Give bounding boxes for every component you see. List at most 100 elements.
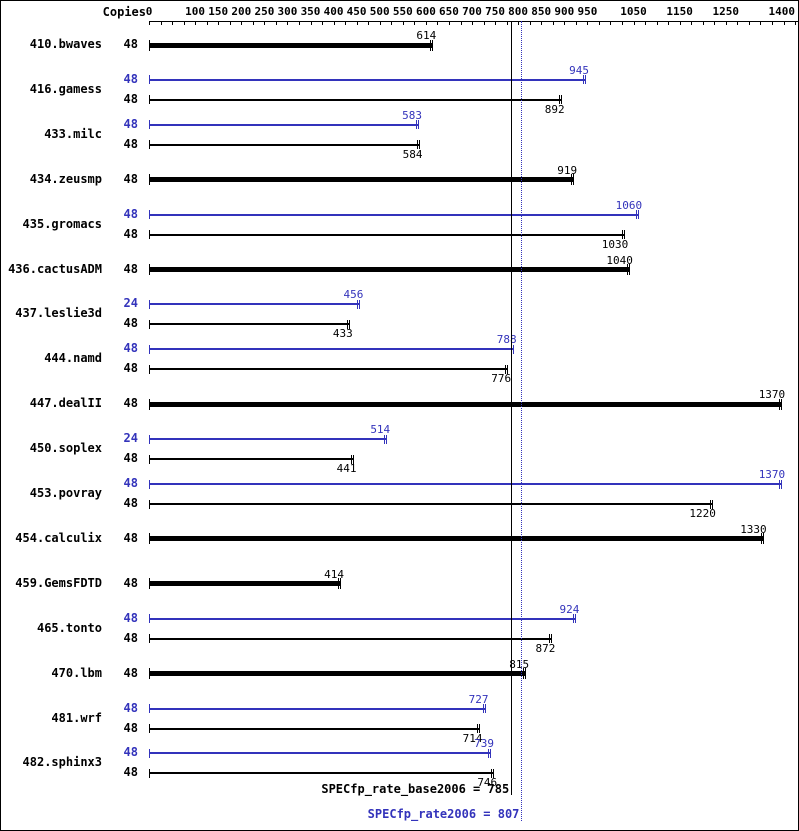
benchmark-name: 453.povray [29, 486, 102, 500]
axis-tick [645, 22, 646, 25]
bar-end-marker [622, 230, 624, 240]
bar-value-label: 815 [509, 657, 530, 671]
benchmark-name: 450.soplex [29, 441, 102, 456]
copies-count: 48 [123, 396, 138, 411]
bar-end-marker [493, 768, 495, 778]
bar-end-marker [626, 264, 628, 275]
bar-value-label: 776 [491, 372, 512, 386]
axis-tick [183, 22, 185, 25]
axis-tick [149, 22, 150, 25]
axis-tick-label: 400 [323, 5, 344, 18]
axis-tick [771, 22, 773, 25]
bar-value-label: 746 [477, 776, 498, 790]
bar-value-label: 584 [402, 147, 423, 161]
axis-tick [668, 22, 670, 25]
axis-tick-label: 450 [346, 5, 367, 18]
base-mean-label: SPECfp_rate_base2006 = 785 [321, 782, 510, 796]
bar-end-marker [638, 210, 640, 220]
axis-tick-label: 500 [369, 5, 390, 18]
bar-end-marker [512, 344, 514, 354]
bar-end-marker [505, 364, 507, 374]
bar-end-marker [432, 39, 434, 51]
bar-start-tick [149, 434, 150, 444]
axis-tick-label: 1050 [620, 5, 647, 18]
bar-end-marker [338, 578, 339, 590]
bar-end-marker [507, 364, 509, 374]
axis-tick-label: 0 [145, 5, 153, 18]
benchmark-name: 444.namd [44, 351, 102, 366]
axis-tick [218, 22, 220, 25]
bar-start-tick [149, 479, 150, 489]
bar-end-marker [636, 210, 638, 220]
result-bar [149, 458, 353, 461]
bar-end-marker [418, 140, 420, 150]
bar-end-marker [760, 533, 762, 545]
axis-tick [691, 22, 693, 25]
result-bar [149, 483, 782, 485]
result-bar [149, 772, 494, 775]
axis-tick [506, 22, 508, 25]
bar-end-marker [352, 454, 354, 464]
result-bar [149, 177, 574, 183]
bar-value-label: 1220 [689, 507, 716, 520]
benchmark-name: 482.sphinx3 [22, 755, 102, 770]
bar-value-label: 714 [462, 731, 483, 745]
bar-start-tick [149, 454, 150, 464]
axis-tick [622, 22, 623, 25]
axis-tick [345, 22, 347, 25]
axis-tick [252, 22, 254, 25]
copies-count: 48 [123, 630, 138, 645]
bar-start-tick [149, 499, 150, 509]
bar-value-label: 514 [370, 423, 391, 437]
copies-count: 48 [123, 261, 138, 276]
bar-end-marker [350, 454, 352, 464]
result-bar [149, 637, 552, 640]
axis-tick [241, 22, 243, 25]
copies-count: 48 [123, 496, 138, 510]
axis-tick-label: 1250 [712, 5, 740, 18]
result-bar [149, 503, 712, 505]
bar-value-label: 456 [343, 288, 364, 302]
bar-start-tick [149, 140, 150, 150]
copies-count: 24 [123, 431, 138, 446]
axis-tick [460, 22, 462, 25]
axis-tick [391, 22, 393, 25]
benchmark-name: 447.dealII [29, 396, 102, 411]
bar-end-marker [573, 174, 575, 186]
benchmark-name: 436.cactusADM [8, 261, 102, 276]
bar-start-tick [149, 364, 150, 374]
copies-count: 48 [123, 37, 138, 51]
bar-start-tick [149, 748, 150, 758]
axis-tick [229, 22, 231, 25]
axis-tick-label: 650 [438, 5, 459, 18]
bar-start-tick [149, 668, 150, 680]
result-bar [149, 617, 576, 620]
result-bar [149, 581, 340, 587]
axis-tick [760, 22, 762, 25]
bar-start-tick [149, 614, 150, 624]
benchmark-name: 465.tonto [36, 620, 102, 635]
axis-tick-label: 1400 [768, 5, 796, 18]
axis-tick [795, 22, 796, 25]
axis-tick-label: 550 [392, 5, 413, 18]
result-bar [149, 348, 513, 351]
axis-tick [483, 22, 485, 25]
bar-end-marker [357, 299, 359, 309]
bar-value-label: 739 [474, 737, 494, 751]
bar-start-tick [149, 95, 150, 105]
axis-tick-label: 350 [300, 5, 321, 18]
axis-tick-label: 150 [208, 5, 229, 18]
bar-value-label: 1030 [601, 237, 629, 251]
bar-start-tick [149, 398, 150, 410]
bar-value-label: 924 [559, 602, 580, 616]
axis-tick-label: 600 [415, 5, 436, 18]
axis-tick-label: 850 [531, 5, 552, 18]
axis-tick [160, 22, 162, 25]
copies-count: 48 [123, 226, 138, 241]
axis-tick-label: 900 [554, 5, 575, 18]
bar-value-label: 919 [557, 163, 578, 177]
bar-end-marker [571, 174, 573, 186]
copies-count: 48 [123, 316, 138, 331]
bar-start-tick [149, 39, 150, 51]
